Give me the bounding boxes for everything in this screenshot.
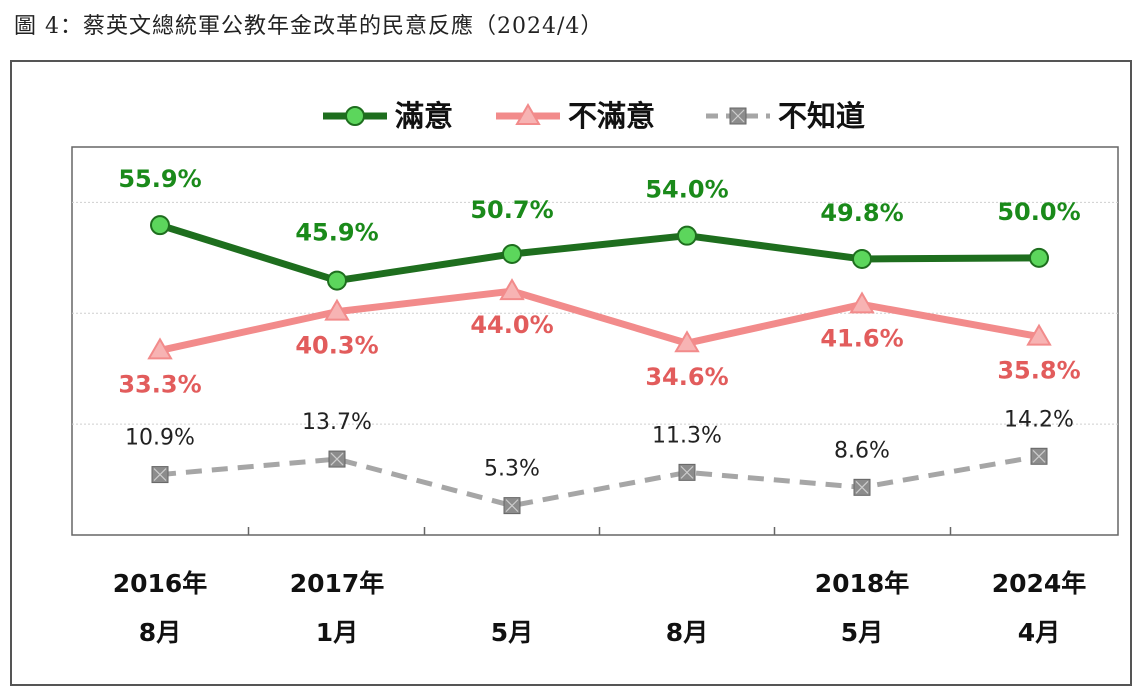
- data-point-cross: [855, 480, 869, 494]
- data-point-cross: [330, 452, 344, 466]
- plot-area: [71, 146, 1119, 536]
- data-label: 14.2%: [1004, 407, 1074, 432]
- data-label: 54.0%: [645, 176, 728, 204]
- x-label-year: 2018年: [815, 569, 910, 598]
- data-point: [502, 243, 522, 264]
- data-label: 11.3%: [652, 423, 722, 448]
- data-label: 55.9%: [118, 165, 201, 193]
- x-label-month: 5月: [491, 618, 533, 647]
- x-label-month: 8月: [666, 618, 708, 647]
- data-point: [674, 330, 700, 353]
- data-point: [499, 278, 525, 301]
- data-label: 35.8%: [997, 357, 1080, 385]
- data-label: 10.9%: [125, 426, 195, 451]
- x-label-month: 1月: [316, 618, 358, 647]
- data-point: [1026, 323, 1052, 346]
- x-label-month: 4月: [1018, 618, 1060, 647]
- x-label-year: 2016年: [113, 569, 208, 598]
- series-line: [158, 221, 1040, 285]
- data-label: 44.0%: [470, 311, 553, 339]
- data-label: 34.6%: [645, 363, 728, 391]
- data-labels: 10.9% 13.7% 5.3% 11.3% 8.6% 14.2% 33.3% 40.3% 44…: [118, 165, 1080, 481]
- chart-legend: 滿意 不滿意 不知道: [323, 99, 865, 133]
- data-label: 40.3%: [295, 332, 378, 360]
- x-axis-ticks: [247, 527, 952, 535]
- data-label: 13.7%: [302, 410, 372, 435]
- data-point: [147, 337, 173, 360]
- data-label: 49.8%: [820, 199, 903, 227]
- series-line: [159, 453, 1040, 509]
- data-point: [515, 103, 541, 125]
- legend-label: 滿意: [395, 99, 453, 133]
- data-label: 50.0%: [997, 198, 1080, 226]
- x-label-month: 5月: [841, 618, 883, 647]
- data-point-cross: [153, 468, 167, 482]
- series-layer: [147, 215, 1052, 515]
- data-point: [677, 225, 697, 246]
- data-label: 45.9%: [295, 219, 378, 247]
- data-label: 5.3%: [484, 457, 540, 482]
- data-point: [849, 291, 875, 314]
- data-point: [503, 497, 521, 515]
- data-point: [327, 270, 347, 291]
- chart-frame: [10, 60, 1132, 686]
- data-point: [328, 450, 346, 468]
- x-label-year: 2017年: [290, 569, 385, 598]
- chart-caption: 圖 4：蔡英文總統軍公教年金改革的民意反應（2024/4）: [14, 14, 604, 39]
- data-point: [729, 107, 747, 125]
- data-point: [345, 106, 365, 126]
- data-point-cross: [505, 499, 519, 513]
- data-point: [151, 466, 169, 484]
- data-point: [853, 478, 871, 496]
- data-point-cross: [1032, 449, 1046, 463]
- data-point: [852, 248, 872, 269]
- data-point-cross: [680, 465, 694, 479]
- legend-label: 不滿意: [568, 99, 655, 133]
- data-label: 41.6%: [820, 324, 903, 352]
- data-point: [1029, 247, 1049, 268]
- data-point: [1030, 447, 1048, 465]
- x-axis-labels: 2016年 8月 2017年 1月 5月 8月 2018年 5月 2024年 4月: [113, 569, 1087, 647]
- x-label-year: 2024年: [992, 569, 1087, 598]
- data-point: [150, 215, 170, 236]
- data-label: 8.6%: [834, 438, 890, 463]
- data-point: [324, 298, 350, 321]
- series-line: [159, 287, 1040, 354]
- data-point: [678, 463, 696, 481]
- data-point-cross: [731, 109, 745, 123]
- data-label: 33.3%: [118, 370, 201, 398]
- x-label-month: 8月: [139, 618, 181, 647]
- legend-label: 不知道: [778, 99, 865, 133]
- data-label: 50.7%: [470, 196, 553, 224]
